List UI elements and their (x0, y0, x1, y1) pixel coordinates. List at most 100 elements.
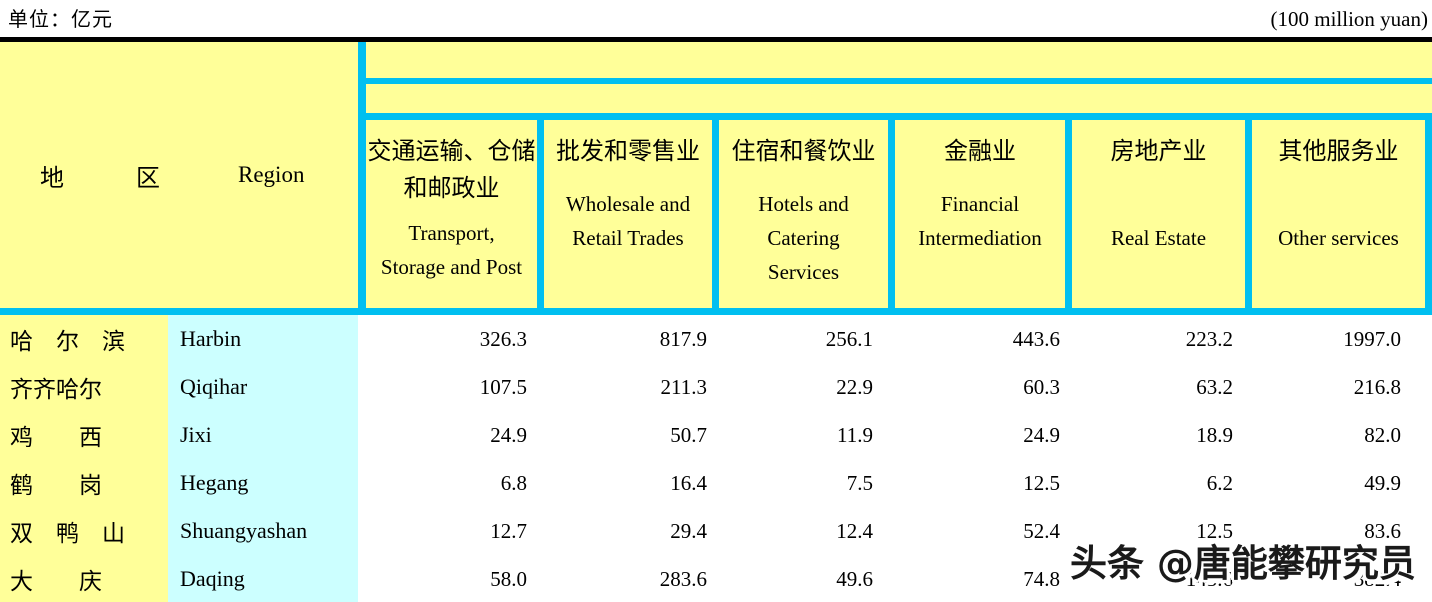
value-cell: 256.1 (825, 326, 873, 351)
value-cell: 107.5 (479, 374, 527, 399)
value-cell: 24.9 (1023, 422, 1060, 447)
col-header-en-line: Transport, (408, 221, 495, 245)
value-cell: 22.9 (836, 374, 873, 399)
region-name-cn: 大 庆 (0, 555, 168, 602)
unit-label-en: (100 million yuan) (1270, 7, 1428, 31)
col-header-cn-line: 和邮政业 (403, 176, 500, 202)
value-cell: 74.8 (1023, 566, 1060, 591)
grid-vertical-divider (888, 120, 895, 308)
col-header-financial: 金融业 Financial Intermediation (895, 120, 1065, 308)
value-cell: 211.3 (660, 374, 707, 399)
table-row-daqing: 大 庆 Daqing 58.0 283.6 49.6 74.8 143.6 38… (0, 555, 1432, 602)
value-cell: 24.9 (490, 422, 527, 447)
grid-vertical-divider (1425, 120, 1432, 308)
table-row-harbin: 哈 尔 滨 Harbin 326.3 817.9 256.1 443.6 223… (0, 315, 1432, 363)
region-name-en: Shuangyashan (168, 507, 358, 555)
grid-horizontal-divider (0, 308, 1432, 315)
grid-vertical-divider (358, 42, 366, 308)
unit-bar: 单位：亿元 (100 million yuan) (0, 0, 1432, 37)
value-cell: 443.6 (1012, 326, 1060, 351)
value-cell: 49.6 (836, 566, 873, 591)
region-name-cn: 哈 尔 滨 (0, 315, 168, 363)
region-header-cn: 地 区 (40, 165, 160, 192)
value-cell: 50.7 (670, 422, 707, 447)
value-cell: 326.3 (479, 326, 527, 351)
region-header-en: Region (238, 162, 305, 187)
table-body: 哈 尔 滨 Harbin 326.3 817.9 256.1 443.6 223… (0, 315, 1432, 602)
value-cell: 12.7 (490, 518, 527, 543)
value-cell: 817.9 (659, 326, 707, 351)
value-cell: 82.0 (1364, 422, 1401, 447)
col-header-en-line: Other services (1278, 226, 1399, 250)
value-cell: 52.4 (1023, 518, 1060, 543)
value-cell: 12.5 (1196, 518, 1233, 543)
spanner-row-2 (366, 84, 1432, 113)
col-header-en-line: Services (767, 260, 840, 284)
column-headers-row: 交通运输、仓储 和邮政业 Transport, Storage and Post… (366, 120, 1432, 308)
region-name-cn: 鸡 西 (0, 411, 168, 459)
col-header-transport: 交通运输、仓储 和邮政业 Transport, Storage and Post (366, 120, 537, 308)
value-cell: 7.5 (846, 470, 873, 495)
region-name-en: Qiqihar (168, 363, 358, 411)
col-header-cn-line: 房地产业 (1110, 139, 1207, 165)
col-header-en-line: Catering (767, 226, 840, 250)
region-name-cn: 鹤 岗 (0, 459, 168, 507)
value-cell: 382.4 (1353, 566, 1401, 591)
value-cell: 143.6 (1185, 566, 1233, 591)
value-cell: 216.8 (1353, 374, 1401, 399)
value-cell: 283.6 (659, 566, 707, 591)
col-header-cn-line: 住宿和餐饮业 (731, 139, 876, 165)
col-header-realestate: 房地产业 Real Estate (1072, 120, 1245, 308)
grid-vertical-divider (1245, 120, 1252, 308)
grid-vertical-divider (1065, 120, 1072, 308)
table-row-hegang: 鹤 岗 Hegang 6.8 16.4 7.5 12.5 6.2 49.9 (0, 459, 1432, 507)
region-name-cn: 双 鸭 山 (0, 507, 168, 555)
region-name-en: Hegang (168, 459, 358, 507)
region-name-cn: 齐齐哈尔 (0, 363, 168, 411)
table-row-jixi: 鸡 西 Jixi 24.9 50.7 11.9 24.9 18.9 82.0 (0, 411, 1432, 459)
col-header-cn-line: 金融业 (944, 139, 1016, 165)
value-cell: 1997.0 (1343, 326, 1401, 351)
col-header-cn-line: 其他服务业 (1278, 139, 1399, 165)
value-cell: 6.8 (500, 470, 527, 495)
unit-label-cn: 单位：亿元 (8, 9, 113, 31)
table-row-qiqihar: 齐齐哈尔 Qiqihar 107.5 211.3 22.9 60.3 63.2 … (0, 363, 1432, 411)
col-header-en-line: Hotels and (758, 192, 849, 216)
value-cell: 11.9 (837, 422, 873, 447)
value-cell: 6.2 (1206, 470, 1233, 495)
value-cell: 83.6 (1364, 518, 1401, 543)
grid-vertical-divider (712, 120, 719, 308)
region-name-en: Daqing (168, 555, 358, 602)
watermark: 头条 @唐能攀研究员 (1070, 542, 1416, 585)
col-header-en-line: Real Estate (1110, 226, 1207, 250)
table-header-main: 地 区 Region 交通运输、仓储 和邮政业 Transport, Stora… (0, 42, 1432, 308)
value-cell: 223.2 (1185, 326, 1233, 351)
grid-horizontal-divider (366, 113, 1432, 120)
region-header-cell: 地 区 Region (0, 42, 358, 308)
col-header-hotels: 住宿和餐饮业 Hotels and Catering Services (719, 120, 888, 308)
value-cell: 12.4 (836, 518, 873, 543)
col-header-otherservices: 其他服务业 Other services (1252, 120, 1425, 308)
value-cell: 49.9 (1364, 470, 1401, 495)
col-header-en-line: Intermediation (918, 226, 1042, 250)
col-header-cn-line: 交通运输、仓储 (367, 139, 536, 165)
spanner-row-1 (366, 42, 1432, 78)
table-row-shuangyashan: 双 鸭 山 Shuangyashan 12.7 29.4 12.4 52.4 1… (0, 507, 1432, 555)
value-cell: 29.4 (670, 518, 707, 543)
col-header-en-line: Wholesale and (565, 192, 691, 216)
value-cell: 63.2 (1196, 374, 1233, 399)
value-cell: 58.0 (490, 566, 527, 591)
value-cell: 60.3 (1023, 374, 1060, 399)
col-header-cn-line: 批发和零售业 (556, 139, 700, 165)
table-header: 地 区 Region 交通运输、仓储 和邮政业 Transport, Stora… (0, 42, 1432, 315)
top-rule (0, 37, 1432, 42)
col-header-en-line: Financial (940, 192, 1020, 216)
grid-horizontal-divider (366, 78, 1432, 84)
col-header-wholesale: 批发和零售业 Wholesale and Retail Trades (544, 120, 712, 308)
col-header-en-line: Retail Trades (572, 226, 684, 250)
value-cell: 16.4 (670, 470, 707, 495)
grid-vertical-divider (537, 120, 544, 308)
value-cell: 18.9 (1196, 422, 1233, 447)
header-right: 交通运输、仓储 和邮政业 Transport, Storage and Post… (366, 42, 1432, 308)
